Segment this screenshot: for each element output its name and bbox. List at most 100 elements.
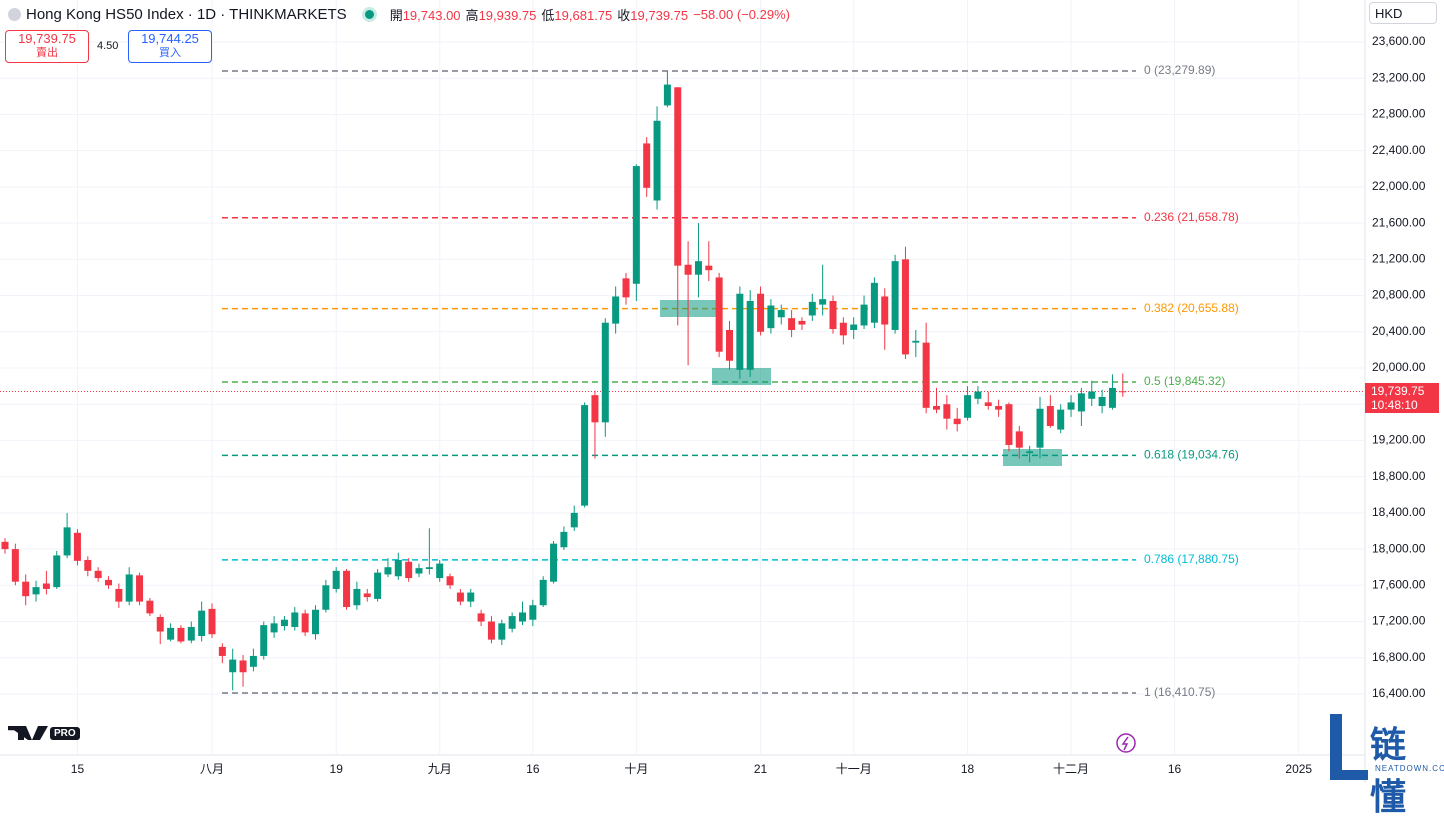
candle-body [125,574,133,602]
candle-body [1057,409,1065,430]
candle-body [353,588,361,606]
candle-body [291,612,299,627]
chart-title: Hong Kong HS50 Index · 1D · THINKMARKETS [26,6,347,23]
candle-body [519,612,526,622]
currency-selector[interactable]: HKD [1369,2,1437,24]
candle-body [374,572,382,599]
x-tick-label: 21 [754,762,768,776]
candle-body [922,342,930,408]
y-tick-label: 17,600.00 [1372,577,1426,591]
x-tick-label: 15 [71,762,85,776]
y-tick-label: 22,000.00 [1372,179,1426,193]
candle-body [601,322,609,423]
logo-mark [8,726,48,740]
candle-body [322,585,330,610]
candle-body [1067,402,1075,410]
candle-body [726,329,733,361]
candle-body [1005,404,1013,445]
candle-body [146,600,154,614]
candle-body [674,87,682,266]
candle-body [581,405,589,506]
x-tick-label: 八月 [200,762,224,776]
ohlc-value: 19,739.75 [630,8,689,23]
candle-body [198,610,206,637]
candle-body [870,282,878,323]
y-tick-label: 18,800.00 [1372,469,1426,483]
candle-body [156,617,164,632]
header: Hong Kong HS50 Index · 1D · THINKMARKETS… [8,5,795,24]
candle-body [715,277,723,352]
candle-body [177,627,185,642]
candle-body [456,592,464,602]
candle-body [901,259,909,355]
candle-body [218,646,226,656]
candle-body [105,579,112,586]
fib-label: 1 (16,410.75) [1144,685,1215,699]
candle-body [612,296,620,324]
x-tick-label: 16 [1168,762,1182,776]
x-tick-label: 2025 [1285,762,1312,776]
sell-price: 19,739.75 [18,31,76,46]
candle-body [508,616,516,629]
y-tick-label: 22,800.00 [1372,107,1426,121]
y-tick-label: 18,000.00 [1372,541,1426,555]
ohlc-value: 19,743.00 [402,8,461,23]
candle-body [1036,408,1044,448]
candle-body [94,570,102,579]
candle-body [933,406,940,410]
watermark-bar [1330,714,1342,780]
candle-body [943,404,951,419]
candle-body [1119,391,1127,393]
change: −58.00 (−0.29%) [693,7,790,22]
candle-body [384,567,392,575]
ohlc-value: 19,681.75 [554,8,613,23]
candle-body [1098,396,1106,407]
candle-body [891,261,899,330]
buy-label: 買入 [159,47,181,59]
fib-label: 0.5 (19,845.32) [1144,374,1225,388]
alert-icon[interactable] [1116,733,1136,753]
candle-body [270,623,278,633]
fib-label: 0.786 (17,880.75) [1144,552,1239,566]
candle-body [953,418,961,425]
candle-body [622,278,630,298]
candle-body [995,406,1003,410]
candle-body [239,660,247,673]
candle-body [11,549,19,582]
sell-label: 賣出 [36,47,58,59]
candle-body [136,575,144,602]
candle-body [684,264,692,275]
y-tick-label: 21,600.00 [1372,215,1426,229]
candle-body [301,613,309,633]
candle-body [187,626,195,641]
tradingview-logo[interactable]: PRO [8,726,80,740]
candle-body [63,527,71,556]
fib-label: 0.382 (20,655.88) [1144,301,1239,315]
x-tick-label: 十二月 [1053,762,1089,776]
x-tick-label: 十一月 [836,762,872,776]
watermark-bar [1330,770,1368,780]
candle-body [788,318,796,330]
candle-body [632,166,640,284]
candle-body [343,570,351,608]
buy-price: 19,744.25 [141,31,199,46]
candle-body [436,563,444,579]
buy-button[interactable]: 19,744.25 買入 [128,30,212,63]
candle-body [1015,431,1023,448]
x-tick-label: 16 [526,762,540,776]
candle-body [767,305,775,329]
candle-body [757,293,765,332]
candle-body [694,261,702,275]
sell-button[interactable]: 19,739.75 賣出 [5,30,89,63]
y-tick-label: 17,200.00 [1372,614,1426,628]
last-price-label: 19,739.75 [1371,383,1425,398]
candle-body [798,320,806,325]
candle-body [974,391,982,399]
candle-body [363,593,371,598]
candle-body [260,625,268,656]
y-tick-label: 16,800.00 [1372,650,1426,664]
candle-body [560,531,568,548]
candle-body [539,579,547,606]
candles [1,70,1127,691]
